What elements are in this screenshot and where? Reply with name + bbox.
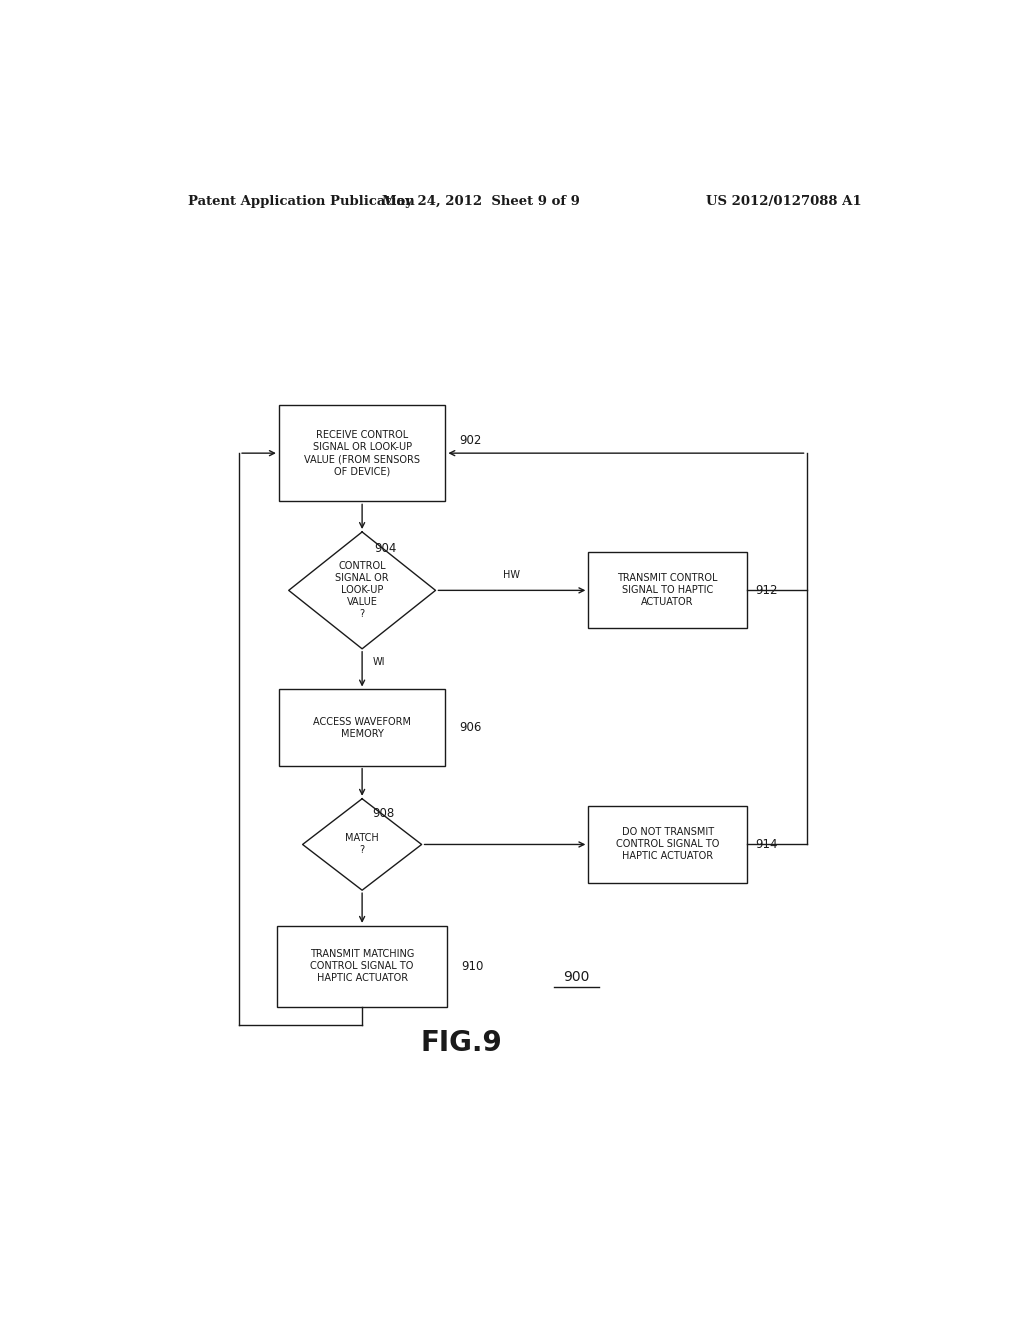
Text: TRANSMIT MATCHING
CONTROL SIGNAL TO
HAPTIC ACTUATOR: TRANSMIT MATCHING CONTROL SIGNAL TO HAPT… [310, 949, 415, 983]
Text: May 24, 2012  Sheet 9 of 9: May 24, 2012 Sheet 9 of 9 [382, 194, 580, 207]
Text: TRANSMIT CONTROL
SIGNAL TO HAPTIC
ACTUATOR: TRANSMIT CONTROL SIGNAL TO HAPTIC ACTUAT… [617, 573, 718, 607]
Text: HW: HW [504, 570, 520, 581]
FancyBboxPatch shape [588, 552, 748, 628]
Text: 914: 914 [755, 838, 777, 851]
FancyBboxPatch shape [276, 925, 447, 1007]
Text: 912: 912 [755, 583, 777, 597]
Text: CONTROL
SIGNAL OR
LOOK-UP
VALUE
?: CONTROL SIGNAL OR LOOK-UP VALUE ? [335, 561, 389, 619]
Text: Patent Application Publication: Patent Application Publication [187, 194, 415, 207]
Text: FIG.9: FIG.9 [421, 1028, 502, 1057]
Text: 906: 906 [460, 721, 482, 734]
Text: 902: 902 [460, 434, 482, 447]
Text: DO NOT TRANSMIT
CONTROL SIGNAL TO
HAPTIC ACTUATOR: DO NOT TRANSMIT CONTROL SIGNAL TO HAPTIC… [616, 828, 719, 862]
FancyBboxPatch shape [588, 807, 748, 883]
Text: RECEIVE CONTROL
SIGNAL OR LOOK-UP
VALUE (FROM SENSORS
OF DEVICE): RECEIVE CONTROL SIGNAL OR LOOK-UP VALUE … [304, 430, 420, 477]
FancyBboxPatch shape [279, 689, 445, 766]
FancyBboxPatch shape [279, 405, 445, 502]
Text: WI: WI [373, 657, 385, 667]
Text: 904: 904 [374, 543, 396, 556]
Text: MATCH
?: MATCH ? [345, 833, 379, 855]
Text: US 2012/0127088 A1: US 2012/0127088 A1 [707, 194, 862, 207]
Text: 910: 910 [462, 960, 484, 973]
Text: 900: 900 [563, 970, 590, 983]
Text: ACCESS WAVEFORM
MEMORY: ACCESS WAVEFORM MEMORY [313, 717, 411, 739]
Text: 908: 908 [373, 807, 394, 820]
